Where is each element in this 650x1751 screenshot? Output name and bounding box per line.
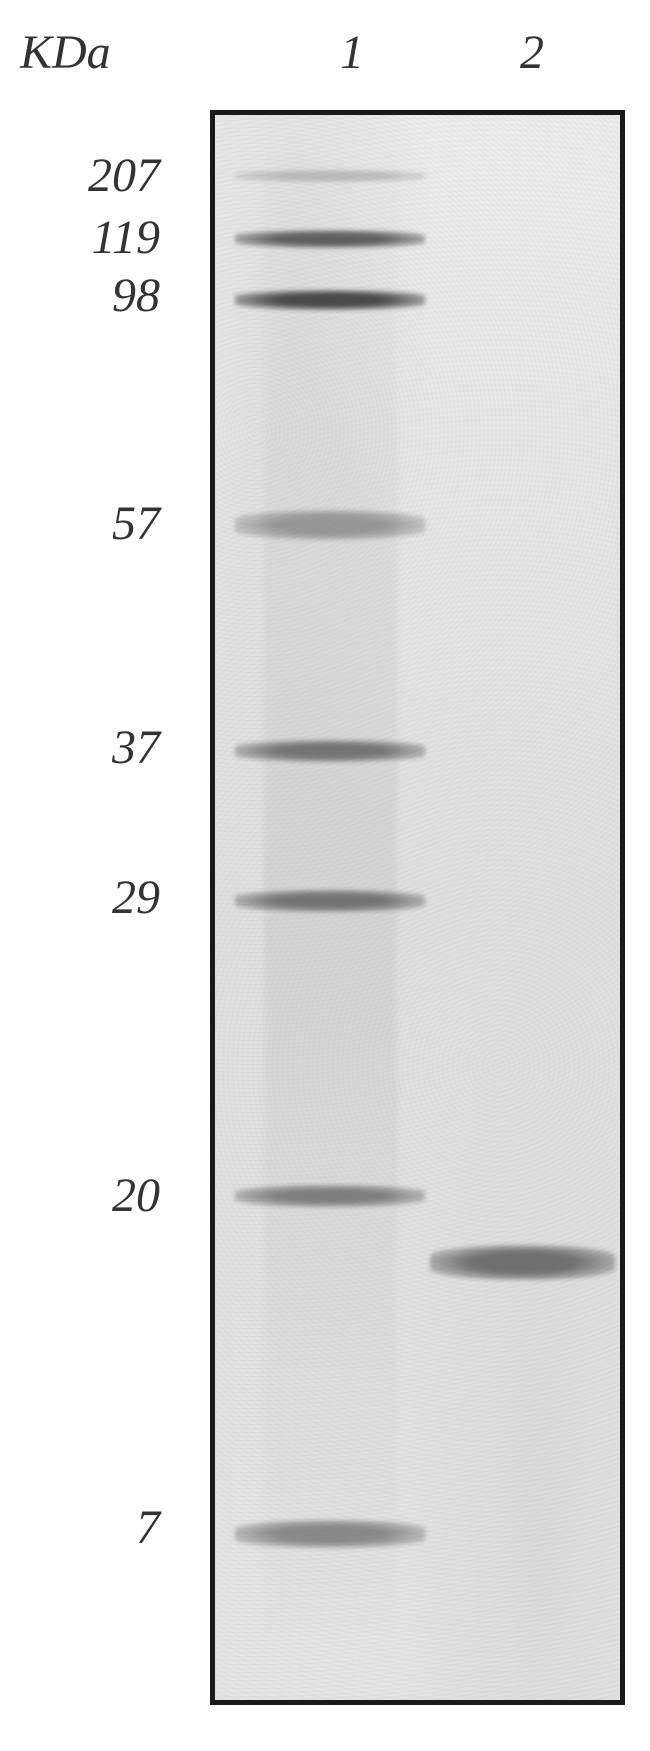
lane1-band-6: [235, 1185, 425, 1207]
lane1-band-5: [235, 890, 425, 912]
mw-label-37: 37: [0, 720, 160, 775]
mw-label-7: 7: [0, 1500, 160, 1555]
lane1-band-2: [235, 290, 425, 310]
blot-frame: [210, 110, 625, 1705]
mw-label-29: 29: [0, 870, 160, 925]
lane1-band-1: [235, 230, 425, 248]
mw-label-20: 20: [0, 1168, 160, 1223]
lane1-band-4: [235, 740, 425, 762]
mw-label-119: 119: [0, 210, 160, 265]
lane-label-2: 2: [520, 25, 544, 80]
lane-label-1: 1: [340, 25, 364, 80]
mw-label-57: 57: [0, 496, 160, 551]
lane1-band-3: [235, 510, 425, 540]
mw-label-207: 207: [0, 148, 160, 203]
figure-container: KDa 1 2 20711998573729207: [0, 0, 650, 1751]
lane1-band-0: [235, 170, 425, 182]
unit-label: KDa: [20, 25, 111, 80]
lane1-band-7: [235, 1520, 425, 1548]
lane2-band-0: [430, 1245, 615, 1280]
mw-label-98: 98: [0, 268, 160, 323]
